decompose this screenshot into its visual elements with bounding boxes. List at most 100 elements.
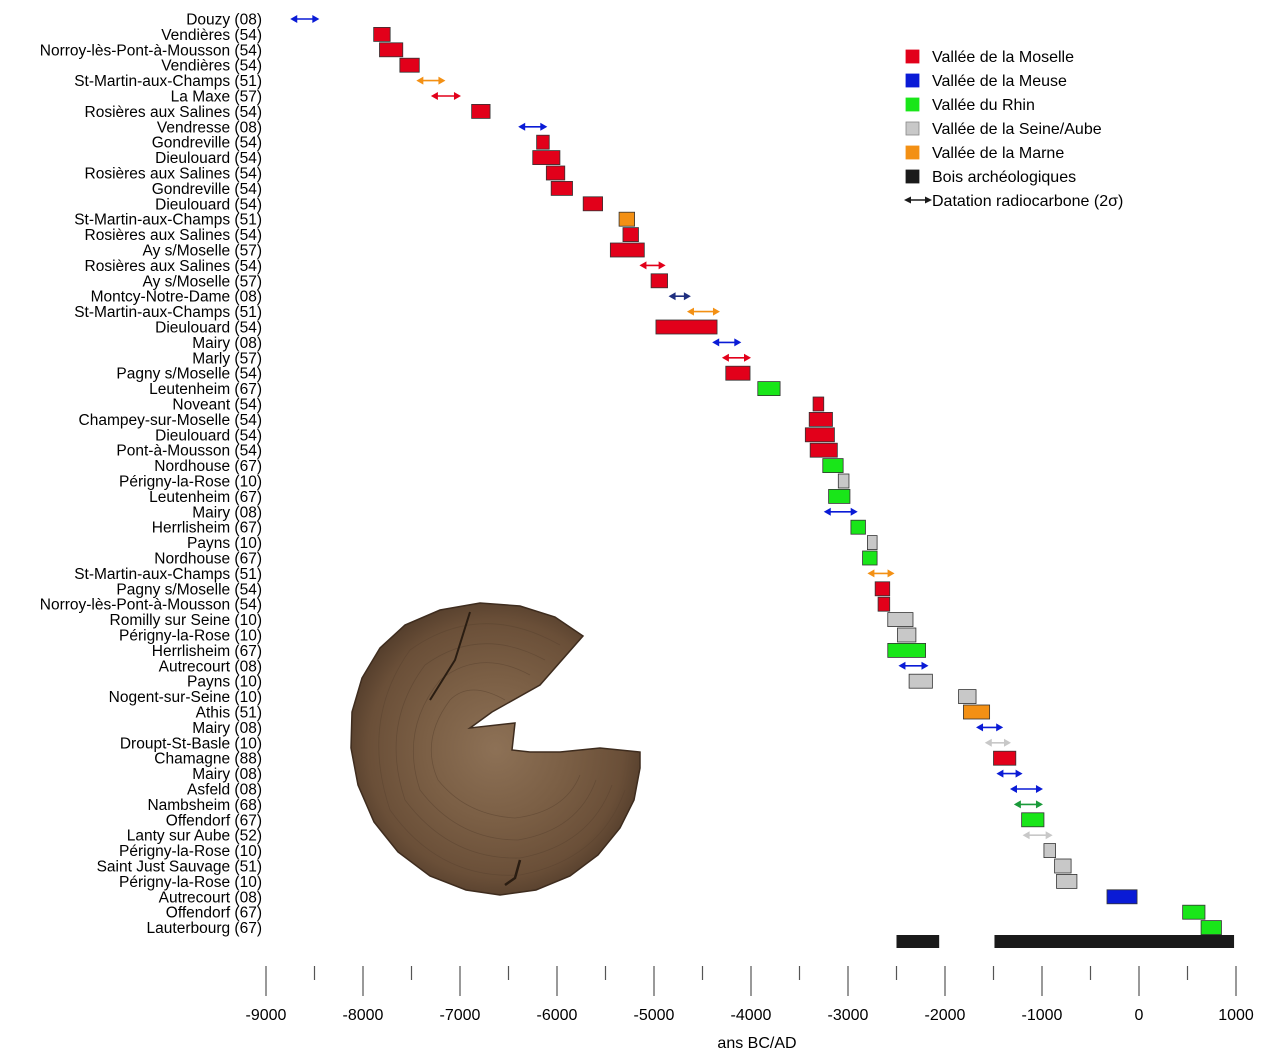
range-box bbox=[828, 488, 851, 504]
legend-swatch bbox=[905, 49, 920, 64]
row-label: Dieulouard (54) bbox=[155, 427, 262, 444]
row-label: Périgny-la-Rose (10) bbox=[119, 628, 262, 645]
row-label: Nordhouse (67) bbox=[154, 551, 262, 568]
range-box bbox=[1106, 889, 1138, 905]
row-label: Nordhouse (67) bbox=[154, 458, 262, 475]
archaeological-wood-bars bbox=[896, 935, 1235, 948]
row-label: Rosières aux Salines (54) bbox=[85, 258, 262, 275]
radiocarbon-arrow bbox=[639, 261, 666, 270]
row-label: Mairy (08) bbox=[192, 720, 262, 737]
range-box bbox=[822, 458, 844, 474]
radiocarbon-arrow bbox=[1022, 831, 1053, 840]
range-box bbox=[809, 442, 838, 458]
row-label: Marly (57) bbox=[192, 350, 262, 367]
radiocarbon-arrow bbox=[518, 122, 548, 131]
x-tick-label: 1000 bbox=[1218, 1007, 1254, 1024]
x-tick-label: -1000 bbox=[1022, 1007, 1063, 1024]
row-label: Périgny-la-Rose (10) bbox=[119, 843, 262, 860]
row-label: Leutenheim (67) bbox=[149, 381, 262, 398]
row-label: Nambsheim (68) bbox=[147, 797, 262, 814]
legend-swatch bbox=[905, 121, 920, 136]
range-box bbox=[725, 365, 751, 381]
row-label: St-Martin-aux-Champs (51) bbox=[74, 304, 262, 321]
x-tick-label: -7000 bbox=[440, 1007, 481, 1024]
range-box bbox=[379, 42, 404, 58]
data-rows: Douzy (08)Vendières (54)Norroy-lès-Pont-… bbox=[40, 12, 1222, 937]
wood-bar bbox=[896, 935, 940, 948]
range-box bbox=[1182, 904, 1206, 920]
radiocarbon-arrow bbox=[668, 292, 691, 301]
range-box bbox=[545, 165, 566, 181]
legend-item: Vallée de la Moselle bbox=[905, 49, 1074, 66]
row-label: Périgny-la-Rose (10) bbox=[119, 874, 262, 891]
tree-cross-section-image bbox=[350, 602, 641, 896]
range-box bbox=[887, 643, 927, 658]
legend-swatch bbox=[905, 97, 920, 112]
x-tick-label: -5000 bbox=[634, 1007, 675, 1024]
row-label: Payns (10) bbox=[187, 674, 262, 691]
row-label: Ay s/Moselle (57) bbox=[143, 273, 262, 290]
row-label: Lanty sur Aube (52) bbox=[127, 828, 262, 845]
range-box bbox=[1054, 858, 1072, 874]
range-box bbox=[550, 180, 573, 196]
x-tick-label: -4000 bbox=[731, 1007, 772, 1024]
range-box bbox=[958, 689, 977, 704]
range-box bbox=[993, 750, 1017, 766]
range-box bbox=[850, 519, 866, 535]
range-box bbox=[532, 150, 561, 166]
row-label: Gondreville (54) bbox=[152, 135, 262, 152]
row-label: Dieulouard (54) bbox=[155, 196, 262, 213]
range-box bbox=[867, 535, 878, 550]
row-label: St-Martin-aux-Champs (51) bbox=[74, 212, 262, 229]
radiocarbon-arrow bbox=[1013, 800, 1043, 809]
range-box bbox=[1043, 843, 1056, 858]
legend-swatch bbox=[905, 73, 920, 88]
range-box bbox=[655, 319, 718, 335]
row-label: Herrlisheim (67) bbox=[152, 643, 262, 660]
row-label: Lauterbourg (67) bbox=[147, 920, 262, 937]
range-box bbox=[650, 273, 668, 289]
row-label: Mairy (08) bbox=[192, 335, 262, 352]
range-box bbox=[373, 26, 391, 42]
row-label: Chamagne (88) bbox=[154, 751, 262, 768]
x-tick-label: -8000 bbox=[343, 1007, 384, 1024]
row-label: Ay s/Moselle (57) bbox=[143, 243, 262, 260]
legend-swatch bbox=[905, 169, 920, 184]
range-box bbox=[963, 704, 991, 720]
legend-arrow-swatch bbox=[904, 196, 932, 204]
range-box bbox=[536, 134, 550, 150]
row-label: Rosières aux Salines (54) bbox=[85, 166, 262, 183]
radiocarbon-arrow bbox=[996, 769, 1023, 778]
row-label: Rosières aux Salines (54) bbox=[85, 227, 262, 244]
range-box bbox=[808, 411, 833, 427]
row-label: Périgny-la-Rose (10) bbox=[119, 474, 262, 491]
range-box bbox=[1200, 920, 1222, 935]
x-tick-label: -2000 bbox=[925, 1007, 966, 1024]
x-tick-label: -3000 bbox=[828, 1007, 869, 1024]
radiocarbon-arrow bbox=[898, 661, 929, 670]
row-label: Vendières (54) bbox=[161, 27, 262, 44]
x-tick-label: -6000 bbox=[537, 1007, 578, 1024]
row-label: Offendorf (67) bbox=[166, 905, 262, 922]
legend-label: Vallée de la Seine/Aube bbox=[932, 121, 1102, 138]
row-label: Romilly sur Seine (10) bbox=[110, 612, 262, 629]
row-label: Pont-à-Mousson (54) bbox=[116, 443, 262, 460]
legend-label: Vallée de la Moselle bbox=[932, 49, 1074, 66]
legend-label: Vallée du Rhin bbox=[932, 97, 1035, 114]
row-label: Athis (51) bbox=[196, 705, 262, 722]
row-label: Leutenheim (67) bbox=[149, 489, 262, 506]
x-axis: -9000 -8000 -7000 -6000 -5000 -4000 -3000 -2000… bbox=[246, 966, 1254, 1052]
row-label: Pagny s/Moselle (54) bbox=[116, 366, 262, 383]
x-axis-label: ans BC/AD bbox=[717, 1035, 796, 1052]
range-box bbox=[874, 581, 891, 597]
legend-label: Vallée de la Marne bbox=[932, 145, 1064, 162]
range-box bbox=[622, 227, 639, 243]
row-label: Nogent-sur-Seine (10) bbox=[109, 689, 262, 706]
range-box bbox=[471, 104, 491, 119]
range-box bbox=[908, 673, 933, 689]
row-label: Norroy-lès-Pont-à-Mousson (54) bbox=[40, 597, 262, 614]
row-label: Asfeld (08) bbox=[187, 782, 262, 799]
range-box bbox=[1021, 812, 1045, 828]
